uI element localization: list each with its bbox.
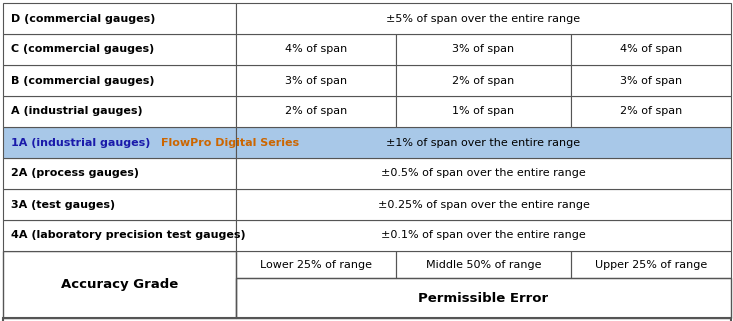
Bar xyxy=(236,189,731,220)
Bar xyxy=(3,127,236,158)
Text: ±5% of span over the entire range: ±5% of span over the entire range xyxy=(386,13,581,23)
Bar xyxy=(396,96,571,127)
Bar xyxy=(236,158,731,189)
Bar xyxy=(396,34,571,65)
Text: A (industrial gauges): A (industrial gauges) xyxy=(11,107,143,117)
Text: 2% of span: 2% of span xyxy=(620,107,682,117)
Bar xyxy=(396,251,571,278)
Bar xyxy=(3,96,236,127)
Text: 3% of span: 3% of span xyxy=(620,75,682,85)
Text: 4A (laboratory precision test gauges): 4A (laboratory precision test gauges) xyxy=(11,230,246,240)
Bar xyxy=(236,220,731,251)
Text: 3% of span: 3% of span xyxy=(285,75,347,85)
Text: 2% of span: 2% of span xyxy=(452,75,515,85)
Text: 3A (test gauges): 3A (test gauges) xyxy=(11,199,115,210)
Bar xyxy=(3,34,236,65)
Text: 1% of span: 1% of span xyxy=(452,107,515,117)
Bar xyxy=(3,158,236,189)
Bar xyxy=(3,189,236,220)
Text: 3% of span: 3% of span xyxy=(452,45,515,55)
Bar xyxy=(571,34,731,65)
Text: D (commercial gauges): D (commercial gauges) xyxy=(11,13,155,23)
Bar xyxy=(571,251,731,278)
Text: Upper 25% of range: Upper 25% of range xyxy=(595,259,707,270)
Text: B (commercial gauges): B (commercial gauges) xyxy=(11,75,155,85)
Bar xyxy=(3,251,236,318)
Text: Middle 50% of range: Middle 50% of range xyxy=(426,259,541,270)
Bar xyxy=(571,65,731,96)
Bar xyxy=(236,65,396,96)
Bar xyxy=(236,278,731,318)
Text: ±1% of span over the entire range: ±1% of span over the entire range xyxy=(386,137,581,148)
Text: 4% of span: 4% of span xyxy=(620,45,682,55)
Text: Lower 25% of range: Lower 25% of range xyxy=(260,259,372,270)
Bar xyxy=(571,96,731,127)
Text: 2% of span: 2% of span xyxy=(285,107,347,117)
Bar xyxy=(396,65,571,96)
Text: 4% of span: 4% of span xyxy=(285,45,347,55)
Bar xyxy=(236,96,396,127)
Text: ±0.1% of span over the entire range: ±0.1% of span over the entire range xyxy=(381,230,586,240)
Text: Accuracy Grade: Accuracy Grade xyxy=(61,278,178,291)
Text: Permissible Error: Permissible Error xyxy=(419,291,548,305)
Bar xyxy=(236,251,396,278)
Bar xyxy=(3,3,236,34)
Bar xyxy=(3,65,236,96)
Text: C (commercial gauges): C (commercial gauges) xyxy=(11,45,154,55)
Text: 1A (industrial gauges): 1A (industrial gauges) xyxy=(11,137,150,148)
Text: ±0.25% of span over the entire range: ±0.25% of span over the entire range xyxy=(377,199,589,210)
Bar xyxy=(236,3,731,34)
Text: ±0.5% of span over the entire range: ±0.5% of span over the entire range xyxy=(381,169,586,178)
Bar xyxy=(236,34,396,65)
Bar xyxy=(236,127,731,158)
Bar xyxy=(3,220,236,251)
Text: FlowPro Digital Series: FlowPro Digital Series xyxy=(161,137,299,148)
Text: 2A (process gauges): 2A (process gauges) xyxy=(11,169,139,178)
